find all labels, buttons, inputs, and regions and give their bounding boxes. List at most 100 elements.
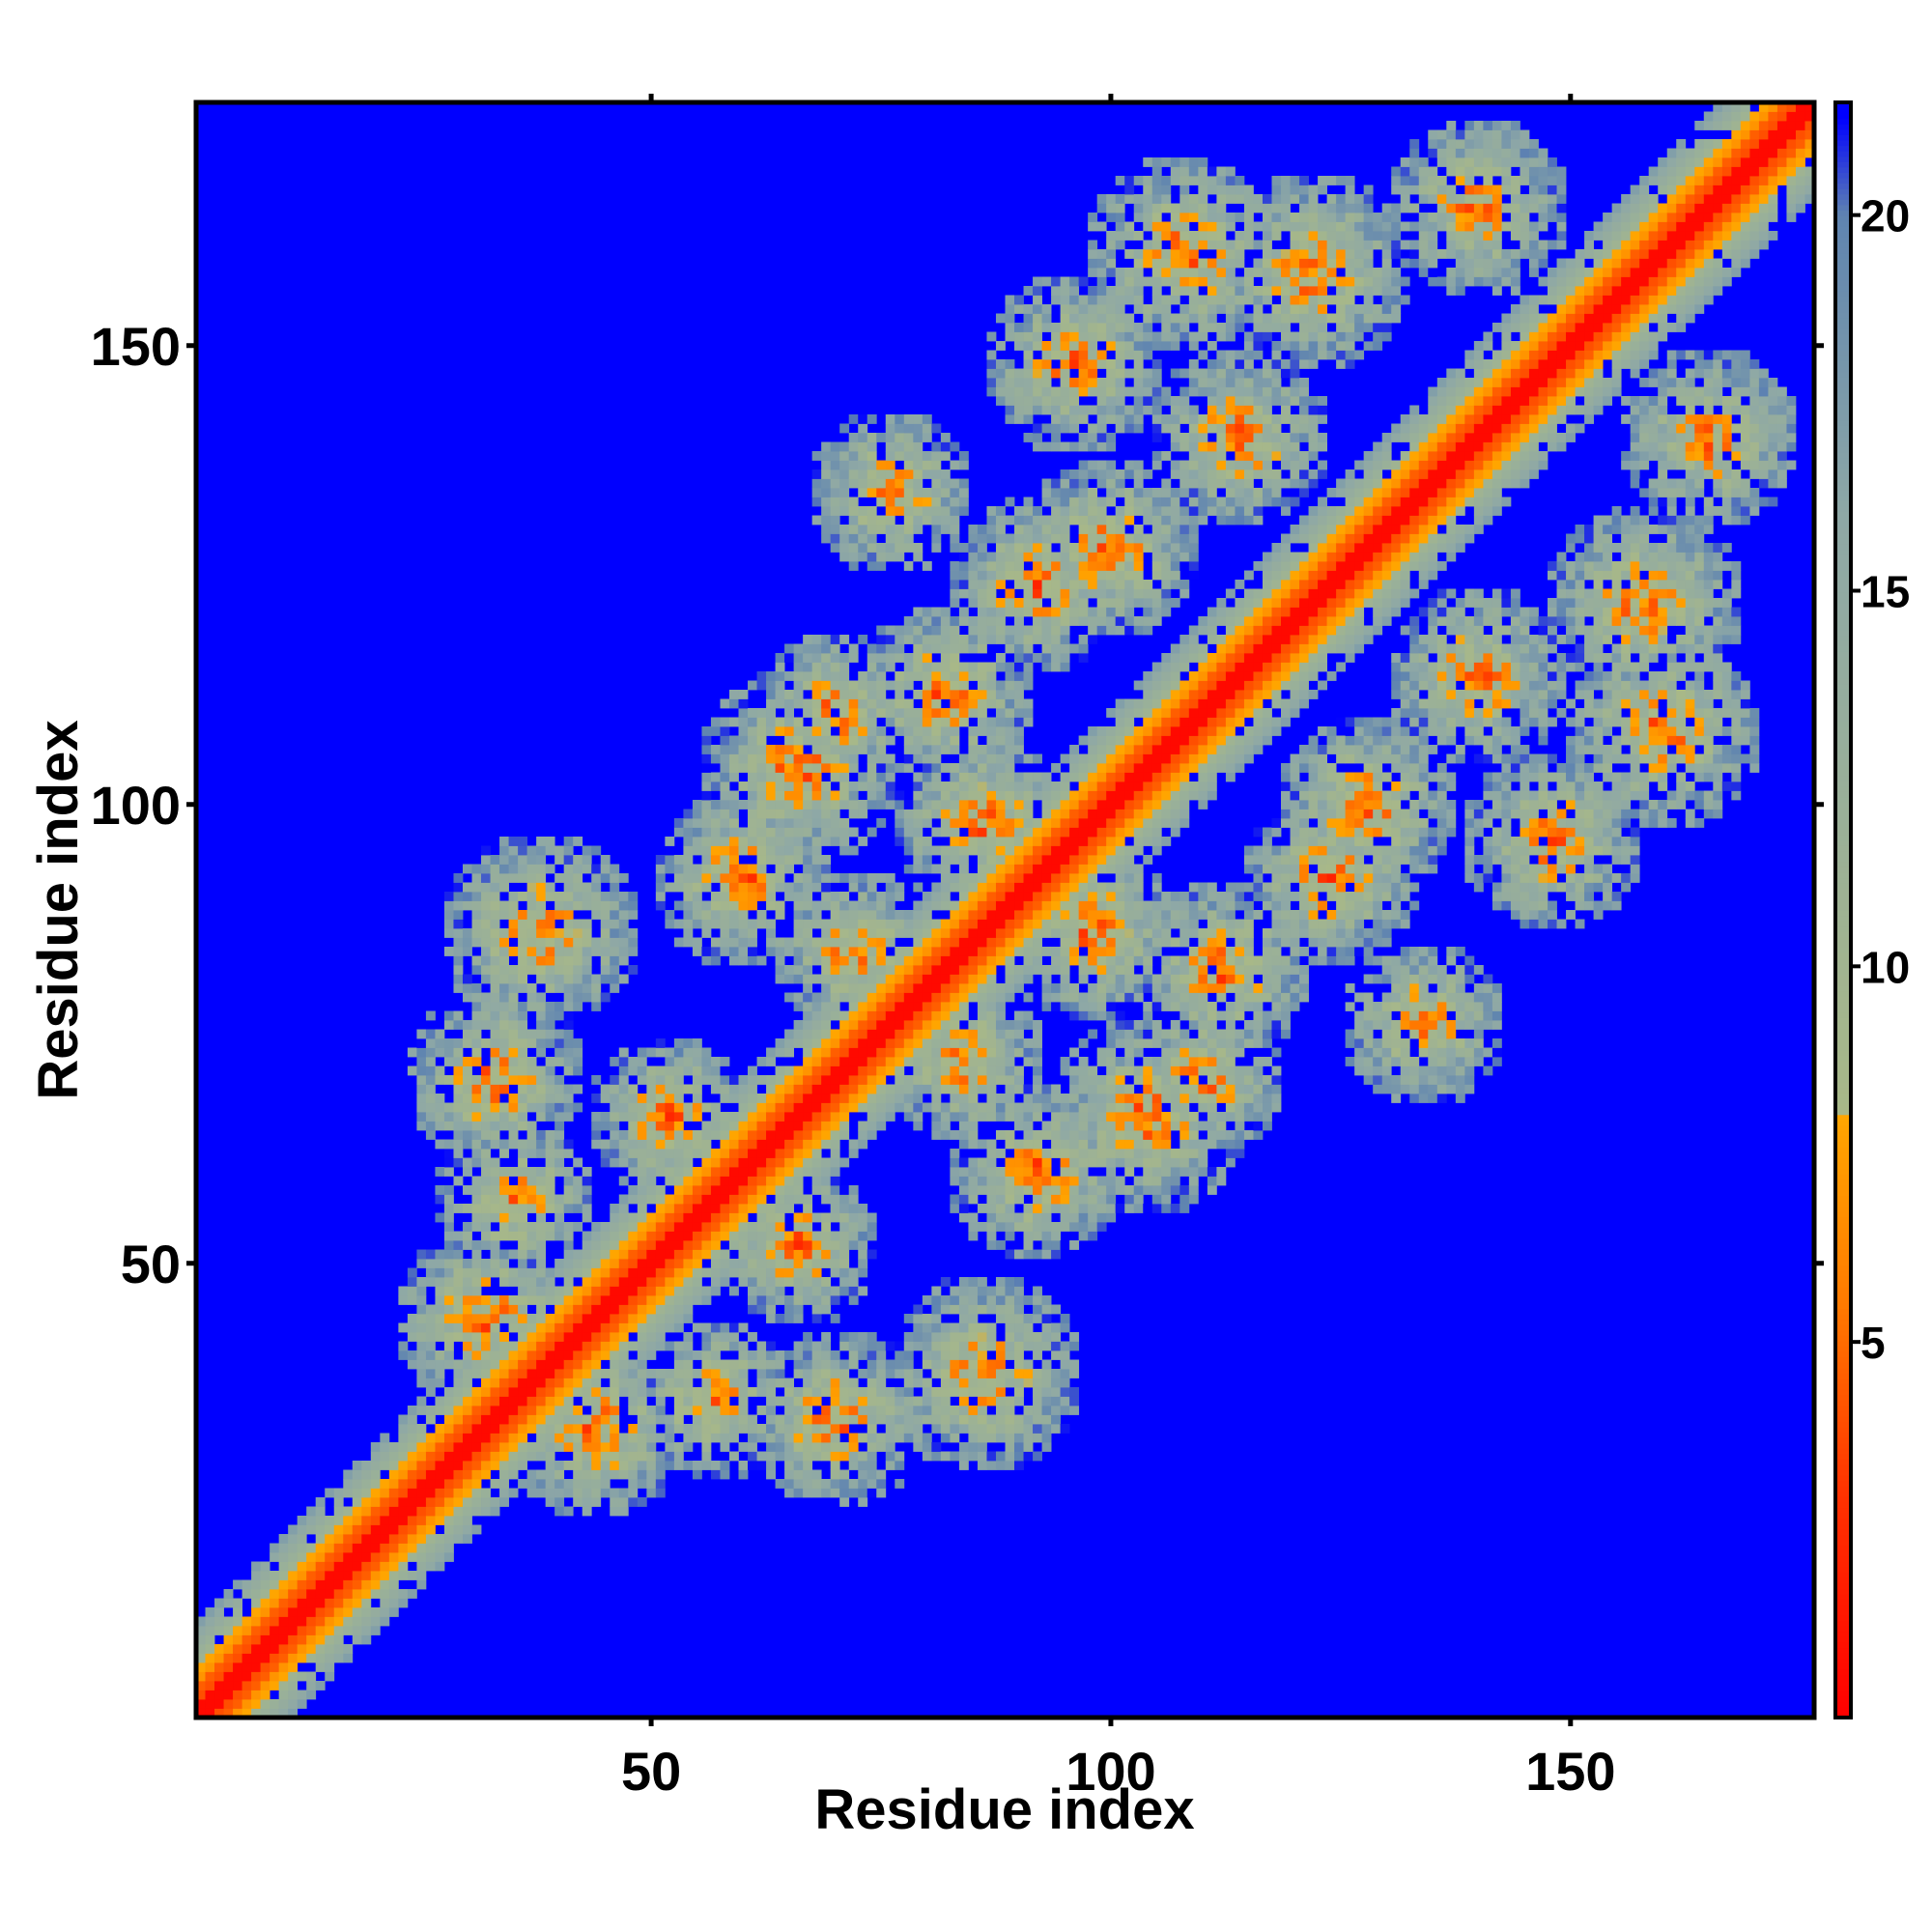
heatmap-cell: [784, 1469, 795, 1480]
heatmap-cell: [958, 864, 969, 874]
heatmap-cell: [995, 809, 1006, 819]
heatmap-cell: [986, 937, 997, 948]
heatmap-cell: [895, 992, 905, 1003]
heatmap-cell: [858, 635, 868, 644]
heatmap-cell: [518, 1304, 528, 1315]
heatmap-cell: [407, 1433, 417, 1443]
heatmap-cell: [968, 1121, 979, 1131]
heatmap-cell: [471, 873, 482, 883]
heatmap-cell: [793, 974, 804, 984]
heatmap-cell: [508, 1424, 519, 1434]
heatmap-cell: [683, 837, 694, 846]
heatmap-cell: [1014, 1038, 1024, 1048]
heatmap-cell: [526, 1240, 537, 1250]
heatmap-cell: [471, 1424, 482, 1434]
heatmap-cell: [848, 552, 859, 562]
heatmap-cell: [968, 616, 979, 626]
heatmap-cell: [830, 1194, 840, 1205]
heatmap-cell: [655, 1130, 666, 1140]
heatmap-cell: [683, 1277, 694, 1287]
heatmap-cell: [793, 1121, 804, 1131]
heatmap-cell: [471, 1249, 482, 1260]
heatmap-cell: [839, 1469, 850, 1480]
heatmap-cell: [1005, 800, 1015, 810]
heatmap-cell: [416, 1524, 427, 1535]
heatmap-cell: [995, 690, 1006, 699]
heatmap-cell: [858, 1038, 868, 1048]
heatmap-cell: [370, 1616, 381, 1627]
heatmap-cell: [876, 753, 887, 764]
heatmap-cell: [1005, 818, 1015, 828]
heatmap-cell: [1005, 680, 1015, 691]
heatmap-cell: [453, 1139, 464, 1150]
heatmap-cell: [903, 1002, 914, 1011]
heatmap-cell: [306, 1644, 317, 1654]
heatmap-cell: [738, 910, 749, 920]
heatmap-cell: [858, 910, 868, 920]
heatmap-cell: [481, 1451, 491, 1462]
heatmap-cell: [582, 1204, 592, 1213]
heatmap-cell: [895, 892, 905, 901]
heatmap-cell: [848, 414, 859, 424]
heatmap-cell: [526, 1029, 537, 1039]
heatmap-cell: [701, 900, 712, 911]
heatmap-cell: [986, 1020, 997, 1030]
heatmap-cell: [628, 1065, 639, 1076]
heatmap-cell: [600, 1222, 611, 1232]
heatmap-cell: [977, 800, 987, 810]
heatmap-cell: [508, 1075, 519, 1085]
heatmap-cell: [610, 1406, 620, 1415]
heatmap-cell: [554, 910, 565, 920]
heatmap-cell: [673, 1112, 684, 1122]
heatmap-cell: [1014, 525, 1024, 534]
heatmap-cell: [848, 533, 859, 544]
heatmap-cell: [673, 855, 684, 865]
heatmap-cell: [471, 1479, 482, 1489]
heatmap-cell: [848, 1029, 859, 1039]
heatmap-cell: [950, 561, 960, 571]
heatmap-cell: [1023, 1176, 1034, 1186]
heatmap-cell: [453, 1479, 464, 1489]
heatmap-cell: [748, 763, 757, 773]
heatmap-cell: [563, 1002, 574, 1011]
heatmap-cell: [1023, 1451, 1034, 1462]
heatmap-cell: [388, 1543, 399, 1553]
heatmap-cell: [867, 717, 877, 727]
heatmap-cell: [416, 1295, 427, 1305]
heatmap-cell: [895, 1369, 905, 1378]
heatmap-cell: [692, 1231, 702, 1241]
heatmap-cell: [950, 992, 960, 1003]
heatmap-cell: [950, 1167, 960, 1177]
heatmap-cell: [793, 745, 804, 754]
heatmap-cell: [1005, 735, 1015, 746]
heatmap-cell: [618, 1378, 629, 1388]
heatmap-cell: [728, 1451, 739, 1462]
heatmap-cell: [830, 1112, 840, 1122]
heatmap-cell: [903, 423, 914, 434]
heatmap-cell: [867, 827, 877, 838]
heatmap-cell: [618, 1304, 629, 1315]
heatmap-cell: [775, 1369, 785, 1378]
heatmap-cell: [563, 1259, 574, 1268]
heatmap-cell: [811, 1121, 822, 1131]
heatmap-cell: [692, 1396, 702, 1406]
heatmap-cell: [710, 900, 721, 911]
heatmap-cell: [1005, 331, 1015, 342]
heatmap-cell: [811, 1149, 822, 1158]
heatmap-cell: [471, 1286, 482, 1296]
heatmap-cell: [738, 837, 749, 846]
heatmap-cell: [775, 900, 785, 911]
heatmap-cell: [940, 955, 951, 966]
heatmap-cell: [646, 1231, 657, 1241]
heatmap-cell: [821, 983, 832, 993]
heatmap-cell: [748, 790, 757, 801]
heatmap-cell: [508, 1461, 519, 1470]
heatmap-cell: [563, 1396, 574, 1406]
heatmap-cell: [563, 1406, 574, 1415]
heatmap-cell: [821, 1304, 832, 1315]
heatmap-cell: [471, 882, 482, 893]
heatmap-cell: [563, 1038, 574, 1048]
heatmap-cell: [977, 543, 987, 553]
heatmap-cell: [701, 1378, 712, 1388]
heatmap-cell: [867, 763, 877, 773]
